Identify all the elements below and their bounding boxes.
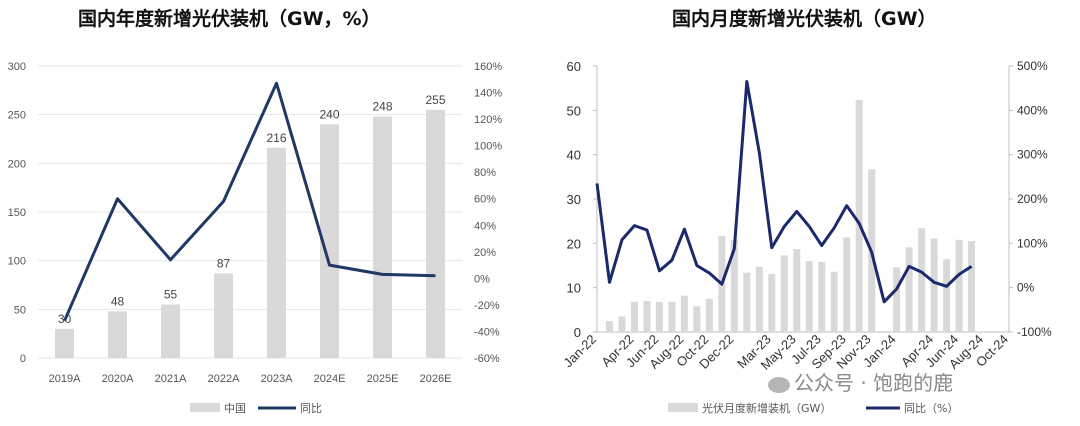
y2-tick-label: 200% <box>1017 192 1048 206</box>
data-label: 216 <box>266 131 286 145</box>
bar <box>108 311 127 358</box>
x-tick-label: 2022A <box>208 373 240 385</box>
y2-tick-label: -60% <box>474 353 500 365</box>
bar <box>630 301 638 332</box>
legend-swatch-bar <box>668 403 698 412</box>
y-tick-label: 0 <box>20 353 26 365</box>
y2-tick-label: 100% <box>1017 236 1048 250</box>
y-tick-label: 150 <box>8 207 26 219</box>
watermark: 公众号 · 饱跑的鹿 <box>768 367 953 396</box>
y-tick-label: 50 <box>567 103 581 118</box>
bar <box>780 255 788 332</box>
bar <box>830 271 838 332</box>
bar <box>426 109 445 358</box>
data-label: 240 <box>319 107 339 121</box>
bar <box>605 320 613 332</box>
bar <box>930 238 938 332</box>
bar <box>893 267 901 332</box>
data-label: 55 <box>164 287 178 301</box>
bar <box>818 261 826 332</box>
x-tick-label: 2023A <box>261 373 293 385</box>
y2-tick-label: 60% <box>474 194 496 206</box>
y-tick-label: 60 <box>567 59 581 74</box>
y2-tick-label: 0% <box>1017 281 1035 295</box>
data-label: 87 <box>217 256 231 270</box>
bar <box>755 266 763 332</box>
bar <box>843 237 851 332</box>
y-tick-label: 10 <box>567 281 581 296</box>
bar <box>214 273 233 358</box>
bar <box>855 100 863 333</box>
series-line <box>595 80 973 304</box>
bar <box>668 301 676 332</box>
y2-tick-label: 300% <box>1017 148 1048 162</box>
data-label: 48 <box>111 294 125 308</box>
x-tick-label: 2019A <box>49 373 81 385</box>
bar <box>55 328 74 358</box>
y2-tick-label: 80% <box>474 167 496 179</box>
y2-tick-label: -40% <box>474 326 500 338</box>
watermark-text: 公众号 · 饱跑的鹿 <box>794 371 954 395</box>
y2-tick-label: -20% <box>474 300 500 312</box>
bar <box>267 147 286 358</box>
bar <box>693 306 701 332</box>
bar <box>680 295 688 332</box>
bar <box>730 239 738 332</box>
bar <box>161 304 180 358</box>
y2-tick-label: 140% <box>474 88 502 100</box>
bar <box>643 300 651 332</box>
legend-swatch-bar <box>190 403 220 412</box>
bar <box>705 298 713 332</box>
x-tick-label: 2021A <box>155 373 187 385</box>
legend-label: 同比（%） <box>904 402 958 415</box>
y2-tick-label: 120% <box>474 114 502 126</box>
y-tick-label: 250 <box>8 110 26 122</box>
y2-tick-label: 160% <box>474 61 502 73</box>
bar <box>918 228 926 332</box>
data-label: 248 <box>372 100 392 114</box>
wechat-icon <box>768 376 790 393</box>
bar <box>905 247 913 332</box>
bar <box>793 249 801 332</box>
bar <box>320 124 339 359</box>
x-tick-label: 2026E <box>420 373 452 385</box>
data-label: 255 <box>425 93 445 107</box>
legend-label: 光伏月度新增装机（GW） <box>702 401 831 415</box>
series-line <box>63 81 436 322</box>
y-tick-label: 40 <box>567 148 581 163</box>
bar <box>655 301 663 332</box>
y-tick-label: 200 <box>8 158 26 170</box>
y2-tick-label: 0% <box>474 273 490 285</box>
bar <box>955 239 963 332</box>
legend-label: 中国 <box>224 402 246 415</box>
y-tick-label: 20 <box>567 236 581 251</box>
bar <box>768 273 776 332</box>
x-tick-label: 2025E <box>367 373 399 385</box>
bar <box>968 241 976 332</box>
legend-label: 同比 <box>300 402 322 415</box>
y-tick-label: 0 <box>574 325 581 340</box>
bar <box>373 116 392 358</box>
y2-tick-label: 40% <box>474 220 496 232</box>
bar <box>743 272 751 332</box>
y2-tick-label: 500% <box>1017 59 1048 73</box>
y2-tick-label: 20% <box>474 247 496 259</box>
x-tick-label: 2020A <box>102 373 134 385</box>
monthly-chart-title: 国内月度新增光伏装机（GW） <box>672 8 937 30</box>
bar <box>805 261 813 332</box>
y2-tick-label: 400% <box>1017 103 1048 117</box>
y-tick-label: 30 <box>567 192 581 207</box>
y-tick-label: 100 <box>8 256 26 268</box>
y-tick-label: 300 <box>8 61 26 73</box>
y2-tick-label: -100% <box>1017 325 1052 339</box>
y2-tick-label: 100% <box>474 141 502 153</box>
annual-chart-title: 国内年度新增光伏装机（GW，%） <box>78 8 381 30</box>
bar <box>943 259 951 332</box>
bar <box>618 316 626 332</box>
x-tick-label: 2024E <box>314 373 346 385</box>
y-tick-label: 50 <box>14 304 26 316</box>
